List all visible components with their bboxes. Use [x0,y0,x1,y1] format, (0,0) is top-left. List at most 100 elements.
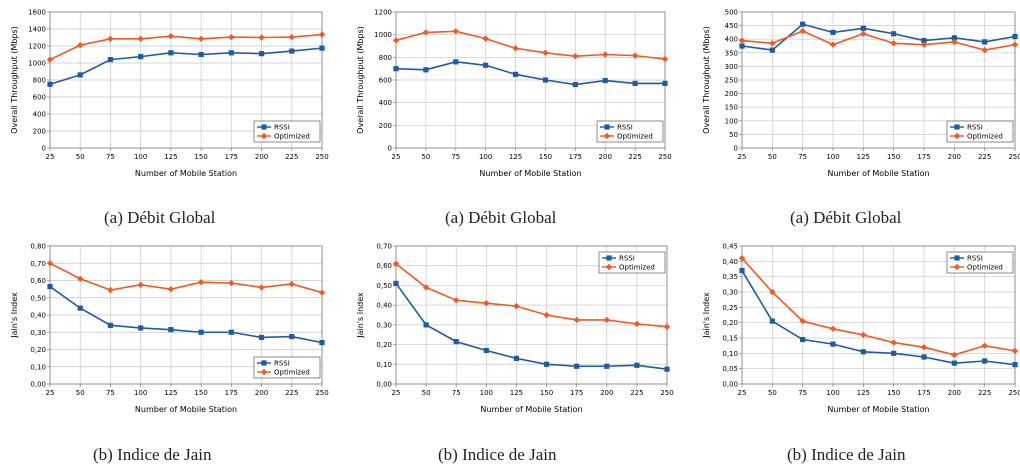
y-tick-label: 400 [725,36,738,44]
legend-marker-rssi [261,124,267,130]
y-tick-label: 0,40 [30,312,46,320]
data-point-optimized [602,51,609,58]
x-tick-label: 200 [255,153,268,161]
legend-label-optimized: Optimized [274,133,310,141]
y-axis-title: Jain's Index [702,292,711,339]
caption-a2: (a) Débit Global [445,208,557,227]
x-tick-label: 75 [452,389,461,397]
y-tick-label: 0,35 [722,273,738,281]
x-tick-label: 200 [255,389,268,397]
y-tick-label: 0,40 [722,258,738,266]
data-point-rssi [77,72,83,78]
y-tick-label: 450 [725,22,738,30]
data-point-optimized [890,339,897,346]
x-tick-label: 225 [978,389,991,397]
data-point-rssi [769,318,775,324]
data-point-optimized [77,41,84,49]
data-point-optimized [46,56,54,63]
x-axis-title: Number of Mobile Station [135,169,237,178]
data-point-optimized [572,53,579,60]
x-tick-label: 50 [768,153,777,161]
data-point-rssi [602,77,608,84]
data-point-rssi [769,47,775,53]
y-tick-label: 250 [725,77,738,85]
y-tick-label: 300 [725,63,738,71]
x-tick-label: 225 [628,153,641,161]
series-line-optimized [395,30,666,60]
x-tick-label: 225 [630,389,643,397]
chart-a1: 0 200 400 600 800 1000 1200 1400 1600 25 50 75 100 12… [10,9,329,179]
data-point-rssi [47,283,53,290]
y-axis-title: Overall Throughput (Mbps) [702,26,711,134]
series-line-rssi [395,61,665,86]
x-axis-title: Number of Mobile Station [827,169,929,178]
data-point-rssi [107,57,114,63]
x-tick-label: 225 [978,153,991,161]
legend-marker-optimized [260,368,268,376]
data-point-rssi [453,339,459,345]
data-point-rssi [107,322,114,328]
x-tick-label: 200 [600,389,613,397]
x-tick-label: 200 [948,389,961,397]
legend-box [253,120,321,143]
data-point-optimized [288,33,295,41]
data-point-optimized [661,55,669,63]
data-point-optimized [981,46,988,54]
legend-box [946,251,1014,274]
data-point-optimized [392,260,400,267]
data-point-rssi [138,325,144,331]
y-tick-label: 0 [734,145,738,153]
data-point-rssi [800,21,806,27]
data-point-optimized [890,40,897,47]
y-tick-label: 1600 [28,9,46,17]
plot-frame [49,245,323,385]
legend-label-rssi: RSSI [274,124,290,132]
y-tick-label: 0,30 [722,289,738,297]
y-axis-title: Jain's Index [10,292,19,339]
plot-frame [395,11,666,149]
x-tick-label: 25 [392,153,401,161]
series-line-optimized [741,257,1016,356]
data-point-rssi [393,66,399,72]
data-point-optimized [799,317,806,325]
data-point-rssi [800,336,806,343]
data-point-optimized [769,40,776,47]
series-line-rssi [49,285,323,344]
y-axis-title: Jain's Index [356,292,365,339]
caption-b3: (b) Indice de Jain [787,445,906,464]
legend-marker-optimized [260,132,268,140]
x-tick-label: 75 [451,153,460,161]
data-point-optimized [77,275,84,282]
data-point-optimized [981,342,988,349]
x-tick-label: 50 [76,389,85,397]
x-axis-title: Number of Mobile Station [480,405,582,414]
y-tick-label: 0,60 [30,277,46,285]
data-point-optimized [258,284,265,291]
y-tick-label: 500 [725,9,738,17]
data-point-rssi [542,77,549,83]
data-point-rssi [258,334,265,341]
data-point-optimized [920,41,928,48]
x-tick-label: 150 [540,389,553,397]
data-point-rssi [47,81,53,87]
y-tick-label: 0,45 [722,243,738,251]
caption-a3: (a) Débit Global [790,208,902,227]
data-point-optimized [1011,41,1019,48]
data-point-optimized [167,33,175,40]
x-tick-label: 250 [658,153,671,161]
data-point-rssi [453,59,459,65]
y-tick-label: 0,50 [30,294,46,302]
data-point-optimized [107,286,114,294]
y-tick-label: 100 [725,117,738,125]
data-point-rssi [483,347,489,354]
y-tick-label: 200 [379,122,392,130]
x-tick-label: 50 [422,389,431,397]
chart-b3: 0,00 0,05 0,10 0,15 0,20 0,25 0,30 0,35 0,40 0,45… [702,243,1020,415]
data-point-optimized [288,280,295,288]
x-tick-label: 175 [570,389,583,397]
